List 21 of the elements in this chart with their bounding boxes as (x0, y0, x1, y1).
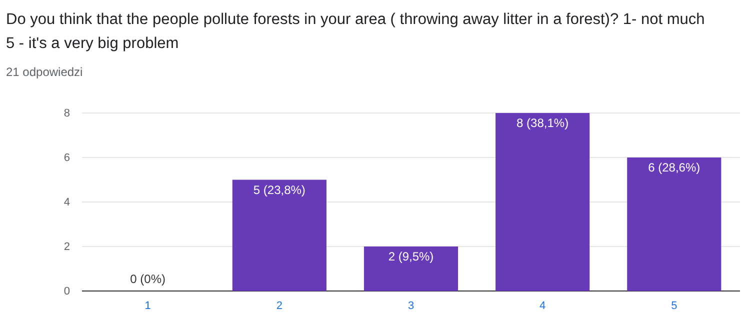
bar (627, 158, 722, 291)
y-tick-label: 6 (64, 152, 70, 164)
y-tick-label: 4 (64, 196, 70, 209)
data-label: 8 (38,1%) (516, 116, 569, 130)
x-tick-label: 4 (540, 300, 546, 312)
data-label: 5 (23,8%) (253, 182, 306, 197)
y-tick-label: 2 (64, 241, 70, 254)
data-label: 6 (28,6%) (648, 160, 700, 174)
bar (496, 113, 590, 291)
data-label: 0 (0%) (130, 272, 166, 286)
chart-subtitle: 21 odpowiedzi (6, 65, 83, 79)
bar (364, 246, 458, 291)
y-tick-label: 8 (64, 108, 70, 120)
y-tick-label: 0 (64, 286, 70, 298)
bar (232, 180, 326, 291)
x-tick-label: 1 (144, 300, 151, 312)
x-tick-label: 5 (671, 300, 678, 312)
x-tick-label: 2 (276, 300, 282, 312)
chart-title: Do you think that the people pollute forests in your area ( throwing away litter in a forest)? 1- not much 5 - it's a very big problem (6, 11, 705, 52)
data-label: 2 (9,5%) (388, 250, 434, 264)
x-tick-label: 3 (408, 300, 414, 312)
